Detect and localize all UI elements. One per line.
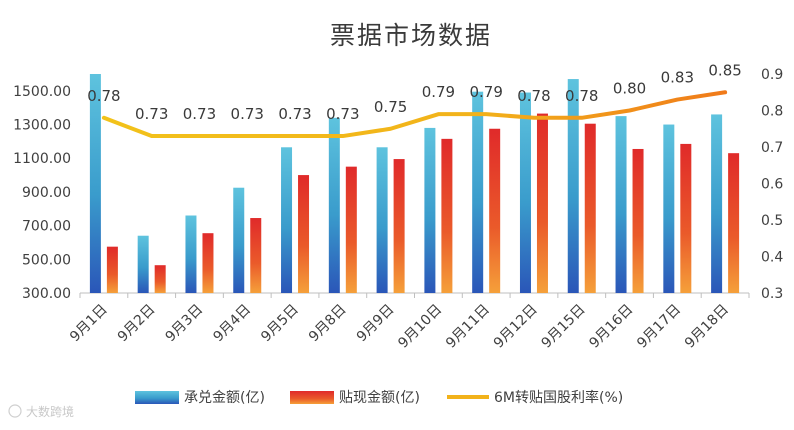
discount-bar xyxy=(584,123,596,293)
legend-swatch-acceptance xyxy=(135,391,179,404)
category-label: 9月1日 xyxy=(67,302,111,346)
rate-data-label: 0.80 xyxy=(613,80,646,98)
category-label: 9月2日 xyxy=(115,302,159,346)
chart-title: 票据市场数据 xyxy=(330,21,492,50)
category-labels: 9月1日 9月2日 9月3日 9月4日 9月5日 9月8日 9月9日9月10日9月11日9月… xyxy=(67,302,732,352)
y-left-tick-label: 1300.00 xyxy=(13,118,71,134)
discount-bar xyxy=(202,233,214,293)
category-label: 9月15日 xyxy=(539,302,589,352)
legend-label-discount: 贴现金额(亿) xyxy=(339,390,420,406)
acceptance-bar xyxy=(519,92,531,294)
y-right-tick-label: 0.9 xyxy=(761,67,783,83)
acceptance-bar xyxy=(567,79,579,293)
rate-data-label: 0.75 xyxy=(374,98,407,116)
acceptance-bar xyxy=(281,147,293,293)
category-label: 9月3日 xyxy=(163,302,207,346)
rate-data-label: 0.83 xyxy=(661,69,694,87)
category-label: 9月12日 xyxy=(491,302,541,352)
category-label: 9月17日 xyxy=(634,302,684,352)
rate-data-label: 0.78 xyxy=(517,87,550,105)
rate-data-label: 0.73 xyxy=(231,105,264,123)
discount-bar xyxy=(536,113,548,293)
legend-label-acceptance: 承兑金额(亿) xyxy=(184,390,265,406)
y-left-tick-label: 1500.00 xyxy=(13,84,71,100)
rate-data-label: 0.78 xyxy=(565,87,598,105)
discount-bar xyxy=(728,153,740,293)
rate-series-line xyxy=(101,90,728,139)
acceptance-bar xyxy=(711,114,723,293)
data-labels: 0.78 0.73 0.73 0.73 0.73 0.73 0.75 0.79 0.79 0.78… xyxy=(87,61,742,123)
rate-line xyxy=(101,90,728,139)
category-label: 9月18日 xyxy=(682,302,732,352)
discount-bar xyxy=(393,159,405,293)
discount-bar xyxy=(441,138,453,293)
category-label: 9月11日 xyxy=(443,302,493,352)
watermark-logo-icon xyxy=(8,404,22,418)
legend: 承兑金额(亿) 贴现金额(亿) 6M转贴国股利率(%) xyxy=(135,389,623,406)
acceptance-bar xyxy=(233,187,245,293)
acceptance-bar xyxy=(185,215,197,293)
discount-bar xyxy=(250,218,262,293)
discount-bar xyxy=(680,143,692,293)
y-right-tick-label: 0.5 xyxy=(761,213,783,229)
rate-data-label: 0.79 xyxy=(469,83,502,101)
y-right-tick-label: 0.6 xyxy=(761,177,783,193)
rate-data-label: 0.73 xyxy=(278,105,311,123)
category-label: 9月9日 xyxy=(354,302,398,346)
y-right-tick-label: 0.4 xyxy=(761,250,783,266)
acceptance-bar xyxy=(376,147,388,293)
y-right-tick-label: 0.7 xyxy=(761,140,783,156)
discount-bar xyxy=(489,128,501,293)
category-label: 9月10日 xyxy=(395,302,445,352)
discount-bar xyxy=(632,148,644,293)
acceptance-bar xyxy=(663,124,675,294)
discount-bar xyxy=(345,166,357,293)
rate-data-label: 0.78 xyxy=(87,87,120,105)
category-label: 9月5日 xyxy=(258,302,302,346)
rate-data-label: 0.73 xyxy=(135,105,168,123)
bars xyxy=(89,74,740,294)
acceptance-bar xyxy=(615,116,627,293)
watermark-text: 大数跨境 xyxy=(26,404,74,419)
category-label: 9月4日 xyxy=(210,302,254,346)
discount-bar xyxy=(298,175,310,293)
acceptance-bar xyxy=(137,235,149,293)
acceptance-bar xyxy=(89,74,101,293)
y-left-tick-label: 500.00 xyxy=(22,252,71,268)
rate-data-label: 0.73 xyxy=(326,105,359,123)
discount-bar xyxy=(154,265,166,293)
discount-bar xyxy=(106,246,118,293)
y-right-tick-label: 0.8 xyxy=(761,104,783,120)
rate-data-label: 0.79 xyxy=(422,83,455,101)
acceptance-bar xyxy=(424,127,436,294)
acceptance-bar xyxy=(328,117,340,293)
legend-label-rate: 6M转贴国股利率(%) xyxy=(494,389,623,406)
category-label: 9月16日 xyxy=(586,302,636,352)
axes: 300.00 500.00 700.00 900.00 1100.00 1300.00 15… xyxy=(13,67,783,302)
category-label: 9月8日 xyxy=(306,302,350,346)
rate-data-label: 0.85 xyxy=(708,61,741,79)
legend-swatch-discount xyxy=(290,391,334,404)
rate-data-label: 0.73 xyxy=(183,105,216,123)
acceptance-bar xyxy=(472,91,484,293)
y-left-tick-label: 300.00 xyxy=(22,286,71,302)
y-right-tick-label: 0.3 xyxy=(761,286,783,302)
watermark: 大数跨境 xyxy=(8,404,74,419)
y-left-tick-label: 1100.00 xyxy=(13,151,71,167)
y-left-tick-label: 900.00 xyxy=(22,185,71,201)
y-left-tick-label: 700.00 xyxy=(22,219,71,235)
